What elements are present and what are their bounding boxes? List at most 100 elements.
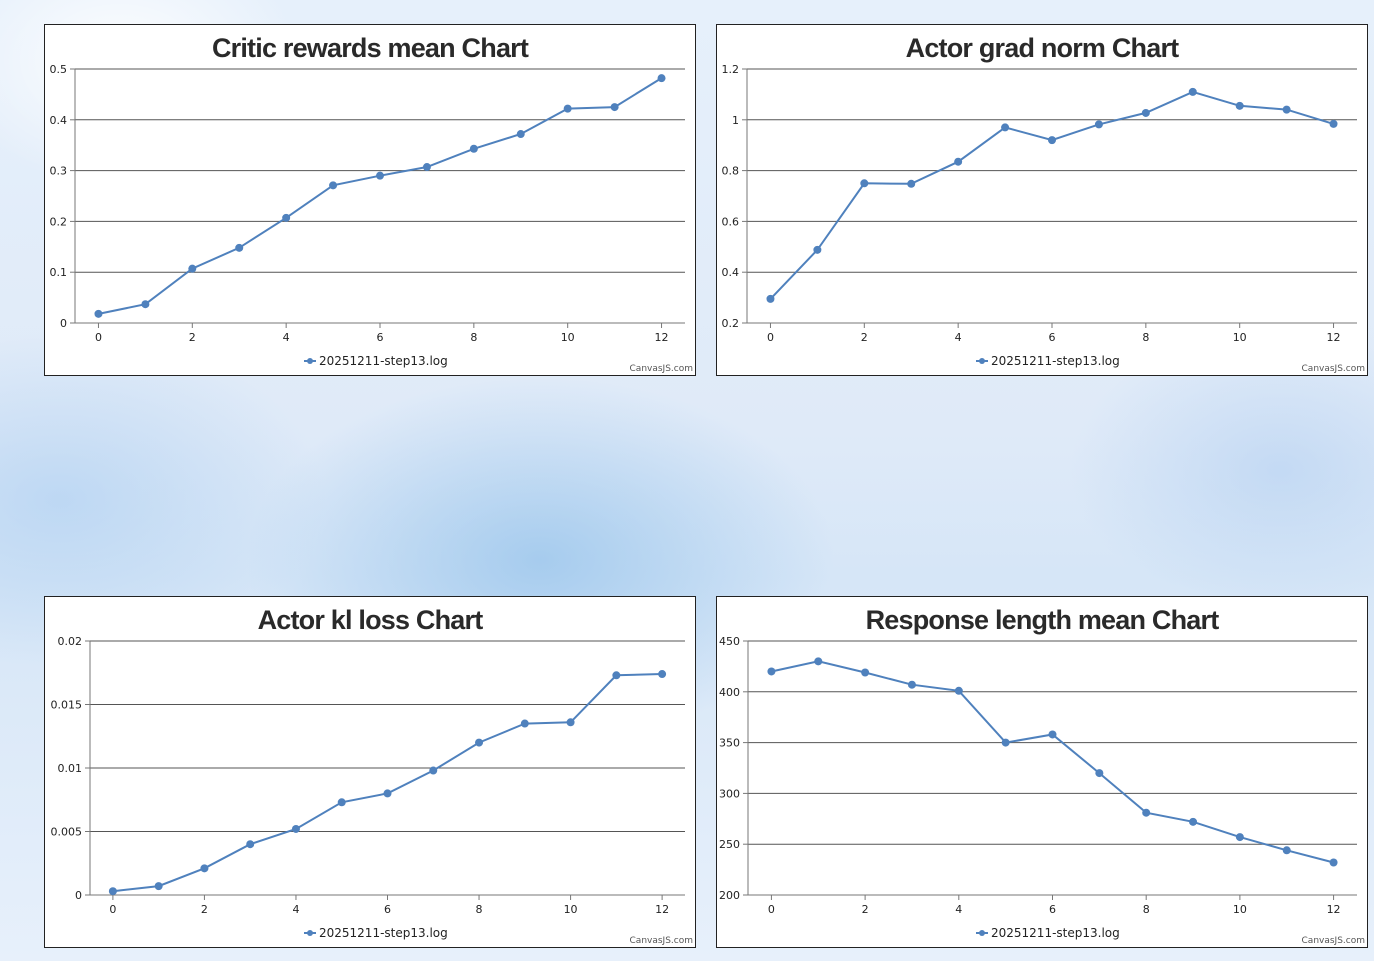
data-point <box>1235 833 1244 842</box>
data-point <box>566 718 575 727</box>
data-point <box>291 824 300 833</box>
y-tick-label: 250 <box>719 838 740 851</box>
x-tick-label: 4 <box>955 331 962 344</box>
data-point <box>329 181 338 190</box>
y-tick-label: 0.02 <box>58 635 83 648</box>
data-point <box>1142 808 1151 817</box>
data-point <box>383 789 392 798</box>
x-tick-label: 8 <box>1142 331 1149 344</box>
x-tick-label: 0 <box>109 903 116 916</box>
x-tick-label: 0 <box>95 331 102 344</box>
data-point <box>188 264 197 273</box>
data-point <box>766 294 775 303</box>
x-tick-label: 12 <box>1327 331 1341 344</box>
data-point <box>861 668 870 677</box>
data-point <box>813 245 822 254</box>
y-tick-label: 0.2 <box>50 215 68 228</box>
x-tick-label: 0 <box>768 903 775 916</box>
data-point <box>475 738 484 747</box>
x-tick-label: 2 <box>862 903 869 916</box>
x-tick-label: 10 <box>561 331 575 344</box>
data-point <box>246 840 255 849</box>
chart-actor-grad-norm: Actor grad norm Chart 0.2 0.4 0.6 0.8 1 1.2 0 2 4… <box>722 33 1366 374</box>
y-tick-label: 0 <box>60 317 67 330</box>
data-point <box>516 130 525 139</box>
data-point <box>657 74 666 83</box>
chart-actor-kl-loss: Actor kl loss Chart 0 0.005 0.01 0.015 0.02 0 2… <box>51 605 694 946</box>
data-point <box>154 882 163 891</box>
x-tick-label: 6 <box>377 331 384 344</box>
y-tick-label: 0.005 <box>51 826 83 839</box>
data-point <box>612 671 621 680</box>
data-point <box>1235 101 1244 110</box>
x-tick-label: 8 <box>470 331 477 344</box>
data-point <box>1329 858 1338 867</box>
chart-panel-response-length-mean: Response length mean Chart 200 250 300 350 40… <box>716 596 1368 948</box>
y-tick-label: 0.01 <box>58 762 83 775</box>
series-line <box>112 673 663 893</box>
data-point <box>954 686 963 695</box>
chart-title: Critic rewards mean Chart <box>212 33 529 63</box>
data-point <box>1141 108 1150 117</box>
chart-panel-critic-rewards-mean: Critic rewards mean Chart 0 0.1 0.2 0.3 0.4 0.… <box>44 24 696 376</box>
data-point <box>235 243 244 252</box>
legend-marker-dot <box>307 358 313 364</box>
x-tick-label: 10 <box>1233 331 1247 344</box>
y-tick-label: 200 <box>719 889 740 902</box>
data-point <box>1188 87 1197 96</box>
data-point <box>1282 846 1291 855</box>
x-tick-label: 2 <box>861 331 868 344</box>
data-point <box>337 798 346 807</box>
data-point <box>1282 105 1291 114</box>
legend-marker-dot <box>979 358 985 364</box>
x-tick-label: 8 <box>1143 903 1150 916</box>
data-point <box>907 179 916 188</box>
canvasjs-credit: CanvasJS.com <box>1302 364 1365 374</box>
y-tick-label: 300 <box>719 787 740 800</box>
data-point <box>376 171 384 180</box>
canvasjs-credit: CanvasJS.com <box>630 936 693 946</box>
legend: 20251211-step13.log <box>976 926 1120 940</box>
data-point <box>767 667 776 676</box>
series-line <box>98 77 663 315</box>
x-tick-label: 6 <box>1049 903 1056 916</box>
data-point <box>658 670 667 679</box>
data-point <box>469 144 478 153</box>
x-tick-label: 10 <box>1233 903 1247 916</box>
x-tick-label: 8 <box>476 903 483 916</box>
legend-label: 20251211-step13.log <box>319 926 448 940</box>
legend-marker-dot <box>979 930 985 936</box>
x-tick-label: 12 <box>1327 903 1341 916</box>
x-tick-label: 12 <box>655 903 669 916</box>
y-tick-label: 0.1 <box>50 266 68 279</box>
x-tick-label: 6 <box>1049 331 1056 344</box>
x-tick-label: 4 <box>955 903 962 916</box>
data-point <box>1048 730 1057 739</box>
series-line <box>769 90 1334 300</box>
canvasjs-credit: CanvasJS.com <box>630 364 693 374</box>
chart-panel-actor-kl-loss: Actor kl loss Chart 0 0.005 0.01 0.015 0.02 0 2… <box>44 596 696 948</box>
y-tick-label: 1.2 <box>722 63 740 76</box>
x-tick-label: 4 <box>283 331 290 344</box>
data-point <box>429 766 438 775</box>
data-point <box>1094 120 1103 129</box>
y-tick-label: 0.015 <box>51 699 83 712</box>
y-tick-label: 0 <box>75 889 82 902</box>
data-point <box>907 680 916 689</box>
y-tick-label: 400 <box>719 686 740 699</box>
data-point <box>1329 119 1338 128</box>
data-point <box>141 300 150 309</box>
chart-panel-actor-grad-norm: Actor grad norm Chart 0.2 0.4 0.6 0.8 1 1.2 0 2 4… <box>716 24 1368 376</box>
y-tick-label: 1 <box>732 114 739 127</box>
y-tick-label: 350 <box>719 737 740 750</box>
data-point <box>108 887 117 896</box>
y-tick-label: 0.2 <box>722 317 740 330</box>
y-tick-label: 0.5 <box>50 63 68 76</box>
legend: 20251211-step13.log <box>304 926 448 940</box>
x-tick-label: 6 <box>384 903 391 916</box>
y-tick-label: 0.4 <box>722 266 740 279</box>
x-tick-label: 2 <box>201 903 208 916</box>
data-point <box>422 163 431 172</box>
chart-title: Response length mean Chart <box>866 605 1220 635</box>
y-tick-label: 0.6 <box>722 215 740 228</box>
